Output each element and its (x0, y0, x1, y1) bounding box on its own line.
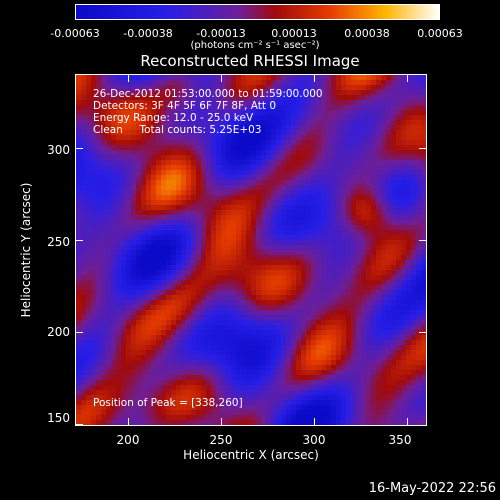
y-tickmark-right (419, 148, 427, 149)
x-tickmark (221, 418, 222, 426)
x-tickmark (314, 418, 315, 426)
x-tick-label: 200 (116, 433, 140, 447)
y-tick-label: 250 (47, 235, 70, 249)
x-tick-label: 350 (388, 433, 412, 447)
info-clean-counts: Clean Total counts: 5.25E+03 (93, 124, 262, 136)
y-tickmark-right (419, 240, 427, 241)
x-axis-label: Heliocentric X (arcsec) (183, 448, 319, 462)
x-tick-label: 250 (209, 433, 233, 447)
x-tickmark-top (407, 74, 408, 82)
info-detectors: Detectors: 3F 4F 5F 6F 7F 8F, Att 0 (93, 100, 277, 112)
y-axis-label: Heliocentric Y (arcsec) (19, 182, 33, 318)
y-tickmark (75, 148, 83, 149)
y-tick-label: 300 (47, 143, 70, 157)
y-tick-label: 200 (47, 325, 70, 339)
timestamp: 16-May-2022 22:56 (368, 481, 496, 496)
rhessi-image (75, 74, 427, 426)
info-energy-range: Energy Range: 12.0 - 25.0 keV (93, 112, 254, 124)
colorbar-tick-label: -0.00013 (196, 27, 246, 40)
x-tickmark-top (128, 74, 129, 82)
x-tickmark-top (314, 74, 315, 82)
colorbar-units: (photons cm⁻² s⁻¹ asec⁻²) (190, 40, 320, 51)
colorbar-tick-label: 0.00063 (417, 27, 463, 40)
y-tickmark-right (419, 332, 427, 333)
heatmap-image (76, 75, 426, 425)
x-tickmark (128, 418, 129, 426)
y-tickmark (75, 332, 83, 333)
plot-title: Reconstructed RHESSI Image (140, 52, 360, 70)
peak-position: Position of Peak = [338,260] (93, 397, 243, 409)
x-tick-label: 300 (302, 433, 326, 447)
y-tickmark (75, 240, 83, 241)
colorbar-tick-label: -0.00063 (50, 27, 100, 40)
y-tickmark (75, 424, 83, 425)
x-tickmark (407, 418, 408, 426)
y-tick-label: 150 (47, 411, 70, 425)
colorbar-tick-label: 0.00038 (344, 27, 390, 40)
colorbar-tick-label: 0.00013 (271, 27, 317, 40)
info-time-range: 26-Dec-2012 01:53:00.000 to 01:59:00.000 (93, 88, 323, 100)
colorbar-tick-label: -0.00038 (123, 27, 173, 40)
colorbar (75, 4, 440, 20)
x-tickmark-top (221, 74, 222, 82)
